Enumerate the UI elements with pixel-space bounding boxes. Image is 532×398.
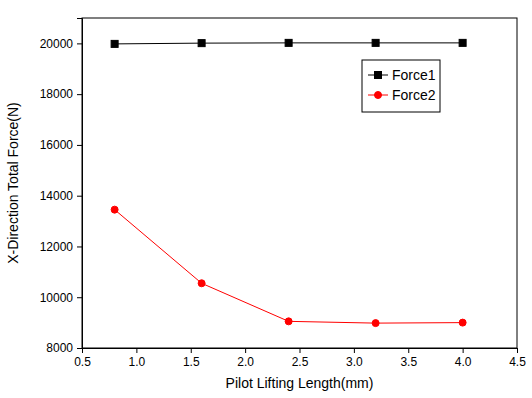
- legend: Force1 Force2: [362, 60, 440, 112]
- x-tick-label: 0.5: [74, 355, 91, 369]
- x-tick-label: 4.5: [509, 355, 526, 369]
- series-marker: [198, 40, 205, 47]
- x-tick: 2.5: [292, 348, 309, 369]
- x-tick-mark: [191, 348, 192, 353]
- y-tick: 18000: [40, 87, 82, 101]
- x-tick: 2.0: [237, 348, 254, 369]
- series-marker: [285, 39, 292, 46]
- series-marker: [459, 39, 466, 46]
- x-tick-label: 2.5: [292, 355, 309, 369]
- x-tick-label: 3.0: [346, 355, 363, 369]
- series-marker: [111, 40, 118, 47]
- y-axis-line: [77, 19, 83, 349]
- x-tick-mark: [517, 348, 518, 353]
- x-tick-mark: [300, 348, 301, 353]
- series-marker: [111, 206, 118, 213]
- series-marker: [459, 319, 466, 326]
- x-tick-mark: [136, 348, 137, 353]
- y-tick-label: 20000: [40, 37, 74, 51]
- y-tick-label: 8000: [46, 341, 73, 355]
- series-marker: [198, 280, 205, 287]
- x-axis-line: [83, 349, 518, 354]
- x-tick: 4.0: [455, 348, 472, 369]
- y-tick-label: 12000: [40, 240, 74, 254]
- x-tick-label: 1.5: [183, 355, 200, 369]
- y-tick: 16000: [40, 138, 82, 152]
- y-tick-mark: [77, 94, 82, 95]
- x-axis-title: Pilot Lifting Length(mm): [226, 375, 374, 391]
- y-tick: 10000: [40, 291, 82, 305]
- data-layer: [111, 39, 466, 326]
- x-axis: 0.5 1.0 1.5 2.0 2.5 3.0 3.5 4.0 4.5: [74, 348, 526, 369]
- x-tick: 1.5: [183, 348, 200, 369]
- y-tick-label: 16000: [40, 138, 74, 152]
- x-tick: 3.5: [400, 348, 417, 369]
- legend-label: Force2: [392, 87, 436, 103]
- x-tick-mark: [245, 348, 246, 353]
- y-tick-label: 14000: [40, 189, 74, 203]
- x-tick-label: 2.0: [237, 355, 254, 369]
- y-tick-mark: [77, 196, 82, 197]
- x-tick-label: 4.0: [455, 355, 472, 369]
- legend-label: Force1: [392, 67, 436, 83]
- y-tick-label: 18000: [40, 87, 74, 101]
- legend-marker: [375, 92, 382, 99]
- x-tick: 1.0: [129, 348, 146, 369]
- x-tick-mark: [354, 348, 355, 353]
- y-tick: 14000: [40, 189, 82, 203]
- y-tick-mark: [77, 348, 82, 349]
- x-tick: 4.5: [509, 348, 526, 369]
- y-tick-mark: [77, 246, 82, 247]
- series-line: [115, 210, 463, 323]
- x-tick: 0.5: [74, 348, 91, 369]
- plot-frame: [82, 18, 517, 348]
- plot: 0.5 1.0 1.5 2.0 2.5 3.0 3.5 4.0 4.5 8000 10000 1200…: [40, 18, 527, 369]
- y-tick: 20000: [40, 37, 82, 51]
- y-tick: 8000: [46, 341, 82, 355]
- y-tick-label: 10000: [40, 291, 74, 305]
- legend-box: [362, 60, 440, 112]
- y-tick-mark: [77, 297, 82, 298]
- series-marker: [372, 320, 379, 327]
- y-tick: 12000: [40, 240, 82, 254]
- x-tick-label: 1.0: [129, 355, 146, 369]
- x-tick-mark: [408, 348, 409, 353]
- y-tick-mark: [77, 145, 82, 146]
- y-axis-title: X-Direction Total Force(N): [5, 102, 21, 264]
- series-marker: [372, 39, 379, 46]
- x-tick-label: 3.5: [400, 355, 417, 369]
- series-marker: [285, 318, 292, 325]
- y-tick-mark: [77, 43, 82, 44]
- legend-marker: [375, 72, 382, 79]
- y-axis: 8000 10000 12000 14000 16000 18000 20000: [40, 19, 83, 356]
- x-tick-mark: [463, 348, 464, 353]
- x-tick: 3.0: [346, 348, 363, 369]
